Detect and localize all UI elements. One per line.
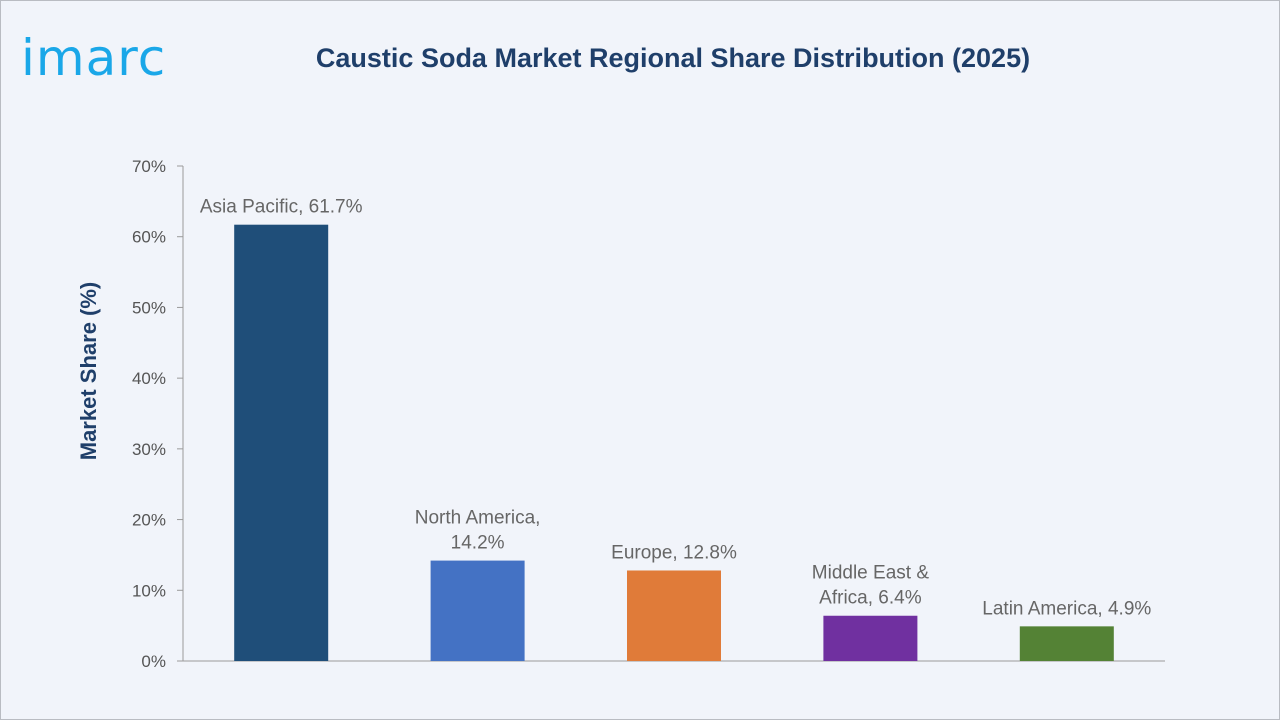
y-axis-title: Market Share (%): [76, 282, 101, 461]
data-label: Middle East &: [812, 563, 930, 584]
data-label: Asia Pacific, 61.7%: [200, 197, 363, 218]
bar-middle-east-africa: [823, 615, 918, 661]
y-tick-label: 10%: [132, 581, 166, 600]
logo-text: imarc: [21, 29, 166, 83]
data-label: Africa, 6.4%: [819, 588, 922, 609]
y-tick-label: 0%: [141, 652, 166, 671]
data-label: 14.2%: [451, 533, 505, 554]
y-tick-label: 60%: [132, 228, 166, 247]
y-tick-label: 30%: [132, 440, 166, 459]
y-tick-label: 50%: [132, 298, 166, 317]
y-tick-label: 70%: [132, 157, 166, 176]
data-label: North America,: [415, 508, 541, 529]
bar-europe: [627, 570, 721, 661]
data-label: Europe, 12.8%: [611, 542, 737, 563]
chart-title: Caustic Soda Market Regional Share Distr…: [315, 43, 1031, 73]
bar-north-america: [430, 560, 525, 661]
data-label: Latin America, 4.9%: [982, 598, 1151, 619]
bar-asia-pacific: [234, 224, 329, 661]
imarc-logo: imarc: [21, 29, 166, 83]
y-tick-label: 40%: [132, 369, 166, 388]
y-tick-label: 20%: [132, 511, 166, 530]
bar-latin-america: [1019, 626, 1114, 661]
